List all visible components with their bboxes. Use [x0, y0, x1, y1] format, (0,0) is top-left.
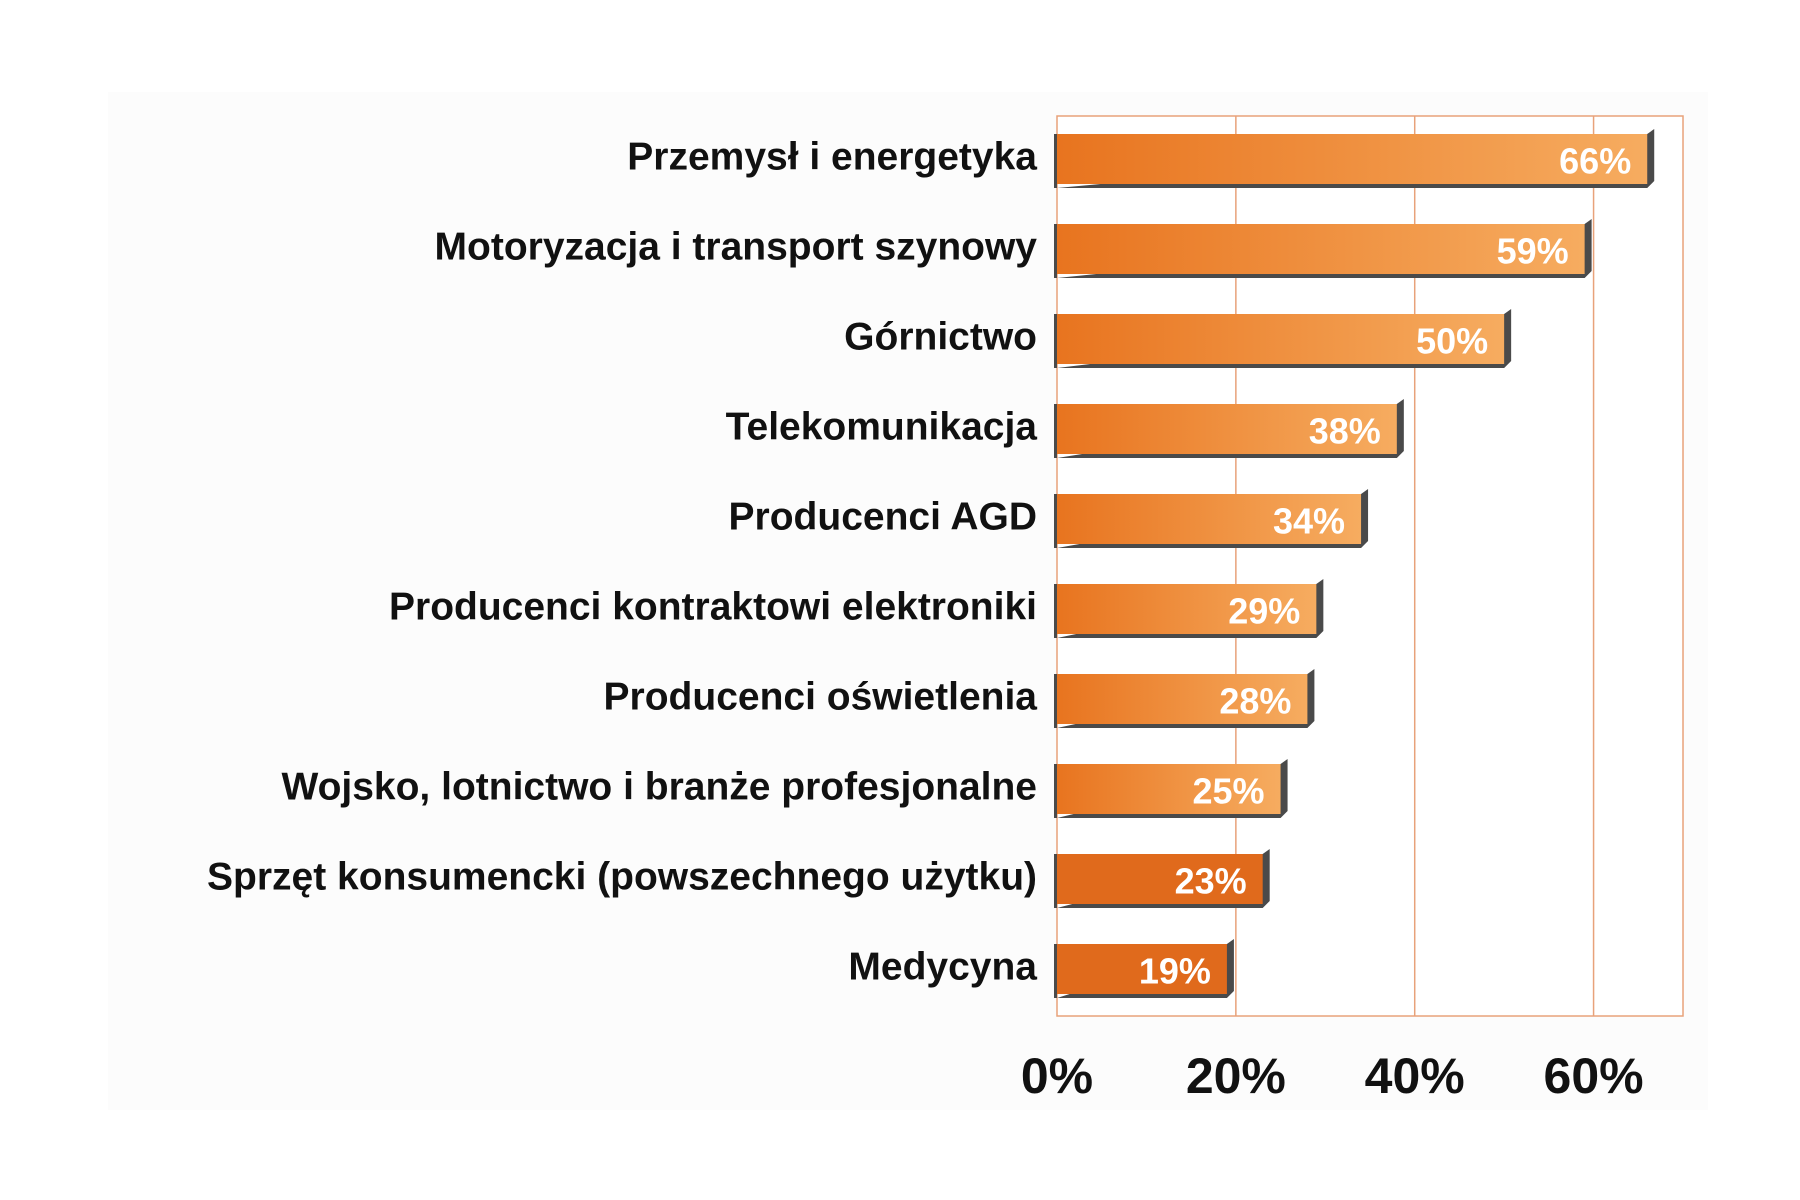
- category-label: Sprzęt konsumencki (powszechnego użytku): [207, 855, 1037, 898]
- bar-edge: [1054, 134, 1057, 188]
- category-labels: Przemysł i energetyka Motoryzacja i trans…: [207, 135, 1037, 988]
- data-label: 50%: [1416, 321, 1488, 362]
- x-tick-label: 60%: [1544, 1048, 1644, 1104]
- data-label: 19%: [1139, 951, 1211, 992]
- data-label: 66%: [1559, 141, 1631, 182]
- data-label: 25%: [1193, 771, 1265, 812]
- category-label: Medycyna: [848, 945, 1037, 988]
- category-label: Wojsko, lotnictwo i branże profesjonalne: [281, 765, 1037, 808]
- plot-border: [1056, 115, 1684, 1017]
- bar-edge: [1054, 674, 1057, 728]
- bar: [1057, 584, 1317, 634]
- bar-edge: [1054, 584, 1057, 638]
- category-label: Telekomunikacja: [726, 405, 1038, 448]
- bar-group: 50%: [1054, 309, 1512, 368]
- bar: [1057, 314, 1505, 364]
- category-label: Producenci kontraktowi elektroniki: [389, 585, 1037, 628]
- x-tick-label: 0%: [1021, 1048, 1093, 1104]
- category-label: Górnictwo: [844, 315, 1037, 358]
- bar-group: 59%: [1054, 219, 1592, 278]
- data-label: 38%: [1309, 411, 1381, 452]
- bar: [1057, 674, 1308, 724]
- bar-group: 29%: [1054, 579, 1324, 638]
- bar: [1057, 224, 1585, 274]
- category-label: Przemysł i energetyka: [627, 135, 1037, 178]
- bar-edge: [1054, 224, 1057, 278]
- bar: [1057, 134, 1648, 184]
- x-axis-tick-labels: 0% 20% 40% 60%: [1021, 1048, 1644, 1104]
- bar: [1057, 944, 1227, 994]
- x-tick-label: 20%: [1186, 1048, 1286, 1104]
- data-label: 23%: [1175, 861, 1247, 902]
- bar-edge: [1054, 314, 1057, 368]
- bar: [1057, 764, 1281, 814]
- bar: [1057, 404, 1397, 454]
- bar-group: 66%: [1054, 129, 1655, 188]
- bar-edge: [1054, 404, 1057, 458]
- category-label: Producenci AGD: [729, 495, 1037, 538]
- bar-group: 34%: [1054, 489, 1369, 548]
- data-label: 59%: [1497, 231, 1569, 272]
- bar-group: 23%: [1054, 849, 1270, 908]
- category-label: Motoryzacja i transport szynowy: [435, 225, 1038, 268]
- data-label: 28%: [1219, 681, 1291, 722]
- x-tick-label: 40%: [1365, 1048, 1465, 1104]
- data-label: 29%: [1228, 591, 1300, 632]
- bar-edge: [1054, 494, 1057, 548]
- bars: 66% 59% 50% 38% 34% 29% 28% 25% 23% 19%: [1054, 129, 1655, 998]
- bar-edge: [1054, 854, 1057, 908]
- bar: [1057, 854, 1263, 904]
- bar-group: 28%: [1054, 669, 1315, 728]
- category-label: Producenci oświetlenia: [604, 675, 1038, 718]
- bar-group: 19%: [1054, 939, 1234, 998]
- bar-group: 25%: [1054, 759, 1288, 818]
- bar-group: 38%: [1054, 399, 1404, 458]
- bar-edge: [1054, 764, 1057, 818]
- data-label: 34%: [1273, 501, 1345, 542]
- bar: [1057, 494, 1362, 544]
- bar-edge: [1054, 944, 1057, 998]
